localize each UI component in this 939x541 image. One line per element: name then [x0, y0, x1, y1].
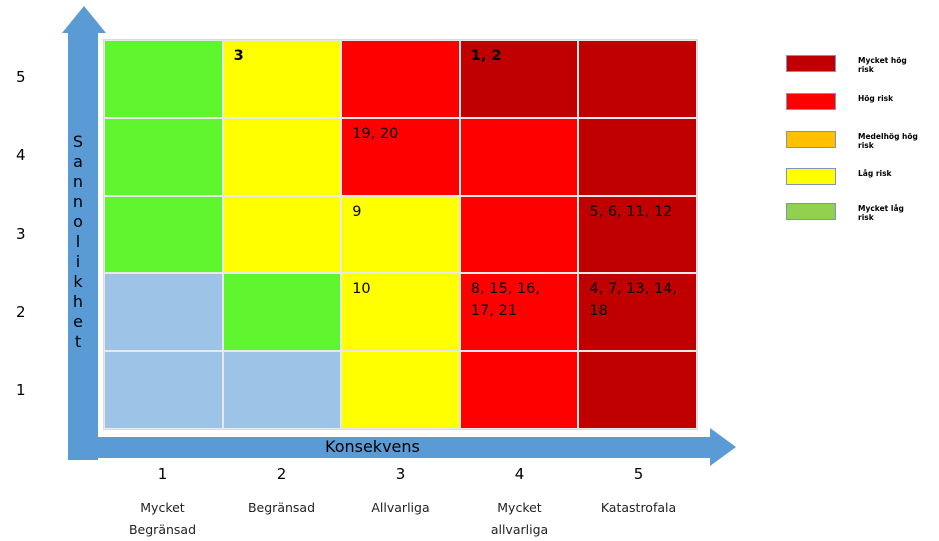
matrix-cell: [459, 195, 579, 274]
matrix-cell: [104, 195, 223, 274]
matrix-cell: 4, 7, 13, 14, 18: [578, 273, 697, 352]
y-tick-label: 4: [16, 146, 26, 165]
y-axis-title-letter: i: [75, 252, 81, 271]
y-axis-title-letter: a: [73, 152, 83, 171]
y-axis-title-letter: t: [74, 332, 82, 351]
matrix-cell: 3: [222, 40, 342, 118]
y-axis-title-letter: n: [72, 192, 84, 211]
matrix-cell: 9: [341, 195, 460, 274]
matrix-cell: [104, 117, 223, 196]
x-axis-arrow: [98, 428, 736, 466]
x-tick-number: 4: [514, 465, 525, 483]
matrix-cell: [104, 273, 223, 352]
matrix-cell: [459, 117, 579, 196]
matrix-cell: 1, 2: [459, 40, 579, 118]
matrix-cell: [222, 195, 342, 274]
matrix-cell: [222, 117, 342, 196]
legend-swatch: [786, 168, 836, 185]
x-tick-category: Begränsad: [247, 500, 316, 515]
matrix-cell: [578, 117, 697, 196]
x-tick-number: 3: [395, 465, 406, 483]
legend-label: Medelhög hög risk: [858, 132, 918, 150]
legend-label: Låg risk: [858, 169, 892, 178]
matrix-cell: [459, 351, 579, 429]
legend-label: Hög risk: [858, 94, 894, 103]
y-axis-title-letter: h: [72, 292, 84, 311]
legend-swatch: [786, 93, 836, 110]
matrix-cell: 19, 20: [341, 117, 460, 196]
legend-label: Mycket låg risk: [858, 204, 904, 222]
risk-matrix: 3 1, 2 19, 20 9 5, 6, 11, 12 10 8, 15, 16, 17,…: [103, 39, 698, 430]
matrix-cell: 10: [341, 273, 460, 352]
x-tick-category: Katastrofala: [600, 500, 677, 515]
matrix-cell: [578, 351, 697, 429]
y-axis-title-letter: e: [73, 312, 83, 331]
matrix-cell: [222, 273, 342, 352]
y-axis-title-letter: k: [73, 272, 83, 291]
x-tick-category: Mycket allvarliga: [490, 500, 549, 537]
y-tick-label: 1: [16, 380, 26, 399]
matrix-cell: 8, 15, 16, 17, 21: [459, 273, 579, 352]
x-tick-number: 1: [157, 465, 168, 483]
x-tick-number: 5: [633, 465, 644, 483]
y-tick-label: 3: [16, 224, 26, 243]
legend-swatch: [786, 55, 836, 72]
legend-label: Mycket hög risk: [858, 56, 907, 74]
legend-swatch: [786, 131, 836, 148]
x-tick-category: Allvarliga: [371, 500, 430, 515]
y-axis-title-letter: n: [72, 172, 84, 191]
y-axis-arrow: [62, 6, 106, 460]
y-axis-title-letter: o: [73, 212, 83, 231]
y-tick-label: 2: [16, 302, 26, 321]
matrix-cell: [341, 40, 460, 118]
matrix-cell: [578, 40, 697, 118]
matrix-cell: [222, 351, 342, 429]
x-axis-title: Konsekvens: [325, 437, 420, 456]
matrix-cell: [104, 40, 223, 118]
matrix-cell: 5, 6, 11, 12: [578, 195, 697, 274]
y-tick-label: 5: [16, 68, 26, 87]
y-axis-title-letter: S: [72, 132, 84, 151]
matrix-cell: [104, 351, 223, 429]
matrix-cell: [341, 351, 460, 429]
y-axis-title-letter: l: [75, 232, 81, 251]
x-tick-number: 2: [276, 465, 287, 483]
x-tick-category: Mycket Begränsad: [128, 500, 197, 537]
legend-swatch: [786, 203, 836, 220]
